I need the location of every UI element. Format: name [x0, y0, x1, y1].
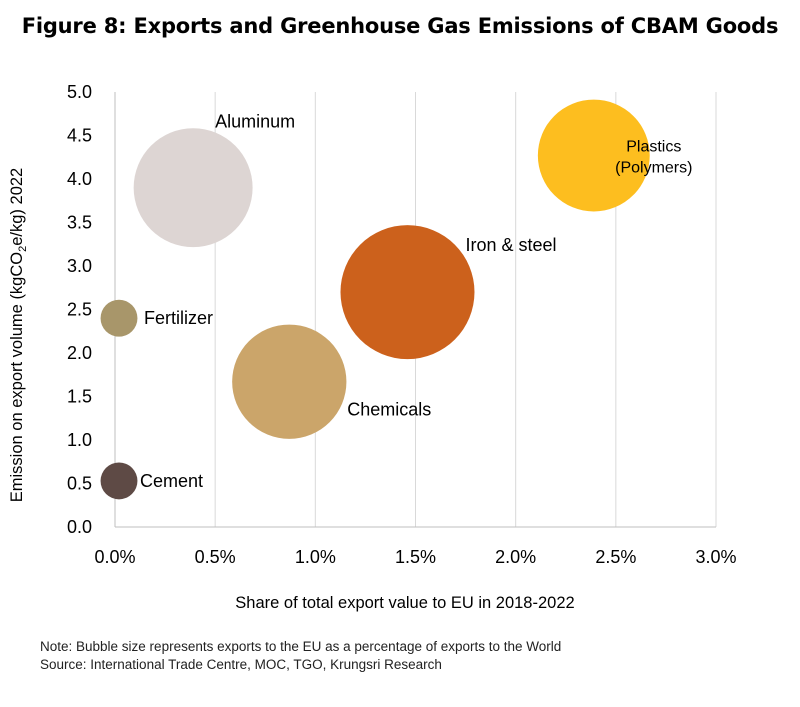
bubble-label: Plastics — [626, 139, 681, 156]
chart-title: Figure 8: Exports and Greenhouse Gas Emi… — [21, 14, 779, 38]
bubble-label: Aluminum — [215, 112, 295, 132]
y-tick-label: 4.5 — [67, 126, 92, 146]
bubble-labels: Aluminum Plastics (Polymers) Iron & steel Fe… — [140, 112, 692, 491]
bubble-plastics — [537, 99, 650, 212]
bubble-label: Iron & steel — [465, 235, 556, 255]
x-tick-label: 1.0% — [295, 547, 336, 567]
bubble-label: (Polymers) — [615, 160, 692, 177]
y-tick-label: 4.0 — [67, 169, 92, 189]
y-tick-label: 0.0 — [67, 517, 92, 537]
bubble-label: Fertilizer — [144, 308, 213, 328]
x-tick-label: 0.0% — [94, 547, 135, 567]
note-text: Note: Bubble size represents exports to … — [40, 639, 562, 654]
bubble-aluminum — [133, 128, 253, 248]
y-tick-label: 2.0 — [67, 343, 92, 363]
y-tick-label: 3.0 — [67, 256, 92, 276]
y-tick-label: 2.5 — [67, 300, 92, 320]
bubble-cement — [100, 462, 138, 500]
x-tick-label: 0.5% — [195, 547, 236, 567]
bubble-label: Chemicals — [347, 400, 431, 420]
bubble-label: Cement — [140, 471, 203, 491]
x-axis-title: Share of total export value to EU in 201… — [235, 594, 574, 612]
bubbles — [100, 99, 650, 500]
source-text: Source: International Trade Centre, MOC,… — [40, 657, 442, 672]
bubble-iron-steel — [340, 225, 475, 360]
y-tick-label: 1.5 — [67, 387, 92, 407]
y-tick-labels: 0.0 0.5 1.0 1.5 2.0 2.5 3.0 3.5 4.0 4.5 5.0 — [67, 82, 92, 537]
y-tick-label: 3.5 — [67, 213, 92, 233]
y-axis-title: Emission on export volume (kgCO2e/kg) 20… — [8, 168, 29, 502]
x-tick-label: 1.5% — [395, 547, 436, 567]
y-tick-label: 5.0 — [67, 82, 92, 102]
y-tick-label: 0.5 — [67, 474, 92, 494]
x-tick-label: 2.0% — [495, 547, 536, 567]
bubble-chemicals — [232, 324, 347, 439]
y-tick-label: 1.0 — [67, 430, 92, 450]
x-tick-label: 3.0% — [695, 547, 736, 567]
x-tick-labels: 0.0% 0.5% 1.0% 1.5% 2.0% 2.5% 3.0% — [94, 547, 736, 567]
x-tick-label: 2.5% — [595, 547, 636, 567]
bubble-fertilizer — [100, 299, 138, 337]
